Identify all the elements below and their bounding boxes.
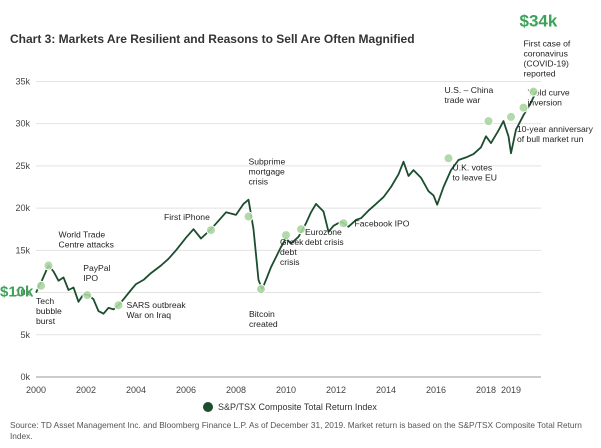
y-tick-label: 5k xyxy=(20,330,30,340)
event-marker xyxy=(528,86,539,97)
y-tick-label: 35k xyxy=(15,76,30,86)
x-tick-label: 2019 xyxy=(501,385,521,395)
event-label-line: crisis xyxy=(280,257,300,267)
event-label: Facebook IPO xyxy=(355,218,410,228)
event-label-line: Centre attacks xyxy=(59,240,114,250)
event-label-line: First iPhone xyxy=(164,212,210,222)
event-label-line: inversion xyxy=(528,98,563,108)
event-marker xyxy=(281,230,291,241)
event-marker xyxy=(338,218,349,229)
event-label: First case of coronavirus (COVID-19) report… xyxy=(524,39,571,79)
event-marker xyxy=(296,224,306,235)
event-label: Yield curve inversion xyxy=(528,88,570,108)
legend-marker xyxy=(203,402,213,412)
event-label-line: World Trade xyxy=(59,230,106,240)
event-marker xyxy=(256,284,266,295)
event-marker xyxy=(483,116,494,127)
event-label-line: U.S. – China xyxy=(445,85,494,95)
event-label-line: trade war xyxy=(445,95,481,105)
event-label-line: Greek xyxy=(280,237,304,247)
y-tick-label: 0k xyxy=(20,372,30,382)
x-tick-label: 2014 xyxy=(376,385,396,395)
event-label: SARS outbreak War on Iraq xyxy=(127,300,187,320)
x-tick-label: 2000 xyxy=(26,385,46,395)
event-label-line: debt xyxy=(280,247,297,257)
annotation-value: $34k xyxy=(520,12,558,31)
event-label-line: SARS outbreak xyxy=(127,300,187,310)
event-marker xyxy=(206,225,216,236)
event-label-line: debt crisis xyxy=(305,237,344,247)
event-label-line: bubble xyxy=(36,306,62,316)
event-marker xyxy=(243,211,254,222)
event-label-line: burst xyxy=(36,316,56,326)
x-tick-label: 2016 xyxy=(426,385,446,395)
chart-title: Chart 3: Markets Are Resilient and Reaso… xyxy=(10,32,415,46)
x-tick-label: 2006 xyxy=(176,385,196,395)
x-tick-label: 2010 xyxy=(276,385,296,395)
event-label: Subprime mortgage crisis xyxy=(249,157,286,187)
chart-legend: S&P/TSX Composite Total Return Index xyxy=(203,402,377,412)
event-label-line: to leave EU xyxy=(453,172,497,182)
event-label-line: of bull market run xyxy=(517,134,584,144)
event-marker xyxy=(443,153,454,164)
event-label-line: (COVID-19) xyxy=(524,59,569,69)
event-marker xyxy=(113,300,124,311)
x-tick-label: 2008 xyxy=(226,385,246,395)
chart-plot: 0k 5k 10k 15k 20k 25k 30k 35k 2000 2002 2004 2006 20… xyxy=(0,12,594,395)
event-label: U.K. votes to leave EU xyxy=(453,162,497,182)
event-label: 10-year anniversary of bull market run xyxy=(517,124,594,144)
event-label-line: Facebook IPO xyxy=(355,218,410,228)
x-tick-label: 2012 xyxy=(326,385,346,395)
event-label-line: U.K. votes xyxy=(453,162,493,172)
event-label-line: Eurozone xyxy=(305,227,342,237)
y-tick-label: 10k xyxy=(15,288,30,298)
event-marker xyxy=(506,111,516,122)
event-label-line: War on Iraq xyxy=(127,310,172,320)
event-label-line: Subprime xyxy=(249,157,286,167)
event-label: First iPhone xyxy=(164,212,210,222)
event-marker xyxy=(43,260,54,271)
event-label-line: crisis xyxy=(249,177,269,187)
source-note: Source: TD Asset Management Inc. and Blo… xyxy=(10,420,582,441)
y-tick-label: 15k xyxy=(15,245,30,255)
x-tick-label: 2018 xyxy=(476,385,496,395)
y-tick-label: 25k xyxy=(15,161,30,171)
event-label: Bitcoin created xyxy=(249,309,278,329)
legend-label: S&P/TSX Composite Total Return Index xyxy=(218,402,377,412)
event-label-line: created xyxy=(249,319,278,329)
event-label: PayPal IPO xyxy=(83,263,110,283)
event-label-line: IPO xyxy=(83,273,98,283)
y-tick-label: 30k xyxy=(15,119,30,129)
event-label-line: First case of xyxy=(524,39,571,49)
event-label-line: mortgage xyxy=(249,167,286,177)
series-line xyxy=(35,91,537,315)
event-label-line: coronavirus xyxy=(524,49,568,59)
event-label: U.S. – China trade war xyxy=(445,85,494,105)
x-tick-label: 2002 xyxy=(76,385,96,395)
event-label-line: Tech xyxy=(36,296,54,306)
event-label: Tech bubble burst xyxy=(36,296,62,326)
x-tick-label: 2004 xyxy=(126,385,146,395)
event-label-line: Bitcoin xyxy=(249,309,275,319)
y-tick-label: 20k xyxy=(15,203,30,213)
annotation-value: $10k xyxy=(0,284,34,301)
event-label-line: PayPal xyxy=(83,263,110,273)
event-label-line: Yield curve xyxy=(528,88,570,98)
event-marker xyxy=(82,290,93,301)
event-label-line: reported xyxy=(524,69,556,79)
event-label-line: 10-year anniversary xyxy=(517,124,594,134)
event-label: Greek debt crisis xyxy=(280,237,304,267)
event-label: Eurozone debt crisis xyxy=(305,227,344,247)
event-marker xyxy=(518,102,529,113)
event-label: World Trade Centre attacks xyxy=(59,230,114,250)
event-marker xyxy=(36,280,46,291)
